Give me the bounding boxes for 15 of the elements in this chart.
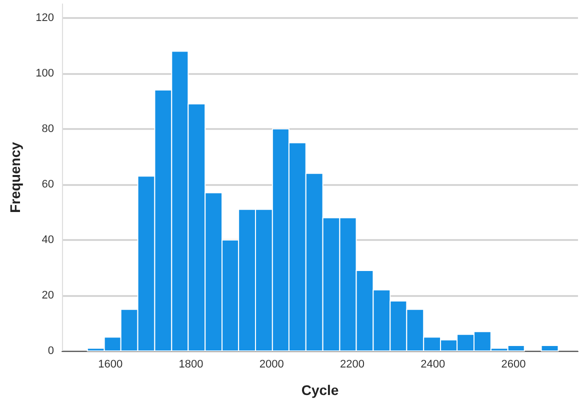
x-tick-label: 2600 (501, 358, 526, 370)
x-axis-title: Cycle (301, 382, 339, 398)
y-tick-label: 60 (42, 178, 54, 190)
y-tick-label: 120 (36, 12, 54, 24)
y-tick-label: 0 (48, 345, 54, 357)
x-tick-label: 2000 (259, 358, 284, 370)
y-tick-label: 20 (42, 289, 54, 302)
y-axis-title: Frequency (7, 142, 23, 213)
x-tick-label: 2400 (420, 358, 446, 370)
y-tick-label: 80 (42, 122, 54, 135)
y-tick-label: 40 (42, 234, 54, 246)
x-tick-label: 2200 (340, 358, 364, 370)
x-tick-label: 1800 (178, 358, 204, 370)
y-tick-label: 100 (36, 67, 54, 80)
x-tick-label: 1600 (98, 358, 123, 370)
